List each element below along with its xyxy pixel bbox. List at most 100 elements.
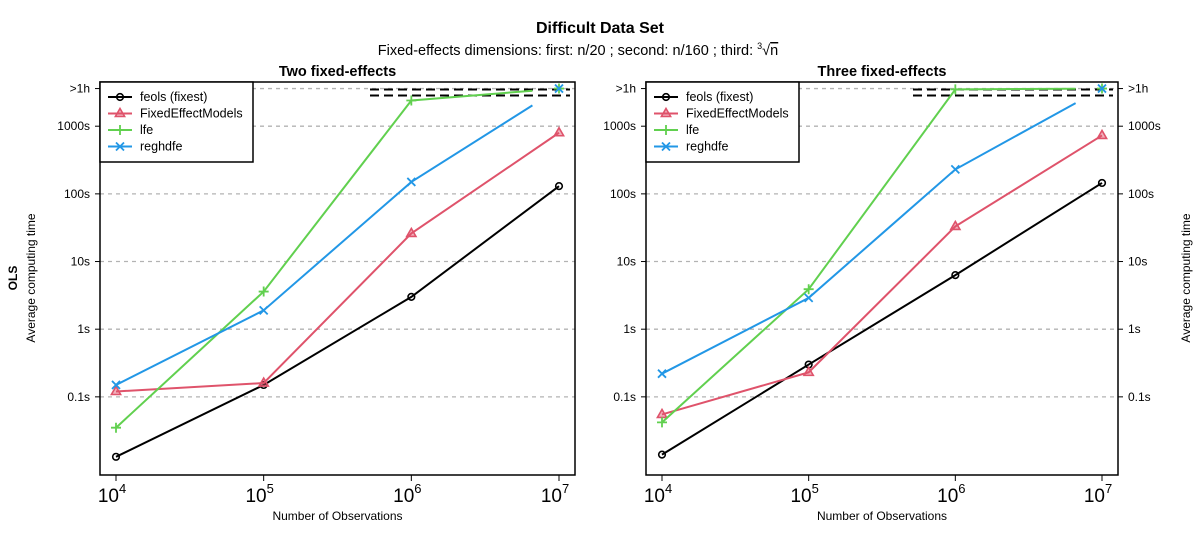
subtitle-slash-1: /: [585, 43, 590, 59]
legend-marker-x: [115, 141, 125, 152]
x-tick-label: 104: [644, 481, 672, 507]
x-axis-label: Number of Observations: [817, 509, 947, 523]
x-tick-exponent: 7: [1105, 481, 1112, 496]
data-point-x: [657, 369, 667, 379]
x-tick-label: 107: [1084, 481, 1112, 507]
x-tick-exponent: 5: [267, 481, 274, 496]
data-point-plus: [258, 286, 269, 297]
data-point-plus: [950, 84, 961, 95]
y-tick-label: 1s: [77, 322, 90, 336]
x-tick-label: 107: [541, 481, 569, 507]
legend-label: FixedEffectModels: [140, 107, 243, 121]
x-tick-exponent: 4: [119, 481, 126, 496]
x-tick-label: 105: [790, 481, 818, 507]
panel-three-fixed-effects: Three fixed-effects 0.1s 0.1s 1s 1s 10s 10s 100…: [603, 64, 1160, 523]
data-point-triangle: [405, 226, 418, 238]
subtitle-root-index: 3: [757, 41, 762, 51]
x-axis-label: Number of Observations: [272, 509, 402, 523]
data-point-plus: [657, 417, 667, 428]
subtitle-part-1: ; second: n: [606, 43, 681, 59]
subtitle-root-var: n: [770, 43, 778, 59]
figure-title: Difficult Data Set: [536, 20, 665, 37]
y-tick-label-right: 10s: [1128, 255, 1147, 269]
data-point-plus: [406, 95, 417, 106]
x-tick-exponent: 6: [414, 481, 421, 496]
subtitle-part-2: 160: [685, 43, 709, 59]
legend-marker-plus: [115, 125, 125, 135]
data-point-x: [804, 293, 814, 303]
x-tick-exponent: 5: [812, 481, 819, 496]
legend-marker-plus: [661, 125, 671, 135]
data-point-triangle: [949, 219, 962, 231]
subtitle-root-sign: √: [762, 43, 770, 59]
figure-subtitle: Fixed-effects dimensions: first: n/20 ; …: [378, 41, 778, 59]
y-tick-label-right: 1s: [1128, 322, 1141, 336]
data-point-triangle: [553, 126, 565, 137]
y-tick-label: 100s: [64, 187, 90, 201]
legend-label: lfe: [686, 123, 699, 137]
data-point-x: [1097, 83, 1107, 94]
data-point-circle: [951, 271, 960, 280]
x-tick-label: 104: [98, 481, 126, 507]
data-point-circle: [554, 182, 564, 191]
x-tick-base: 10: [98, 486, 119, 507]
x-tick-base: 10: [644, 486, 665, 507]
data-point-triangle: [656, 407, 668, 419]
data-point-circle: [1097, 178, 1107, 188]
series-line-plus: [661, 87, 1076, 424]
legend: feols (fixest) FixedEffectModels lfe reghdf…: [99, 81, 254, 163]
series-line-circle: [115, 185, 560, 458]
series-line-circle: [661, 182, 1103, 456]
data-point-x: [406, 177, 416, 187]
data-point-x: [259, 305, 269, 315]
x-tick-base: 10: [245, 486, 266, 507]
legend: feols (fixest) FixedEffectModels lfe reghdf…: [645, 81, 800, 163]
legend-marker-circle: [115, 92, 125, 102]
y-tick-label: 1000s: [603, 119, 636, 133]
data-point-x: [111, 380, 121, 390]
legend-marker-triangle: [660, 106, 672, 118]
x-tick-base: 10: [790, 486, 811, 507]
legend-marker-triangle: [114, 106, 126, 118]
x-tick-exponent: 7: [562, 481, 569, 496]
legend-box: [645, 81, 800, 163]
y-tick-label: 0.1s: [67, 390, 90, 404]
y-axis-label-left: Average computing time: [24, 213, 38, 343]
subtitle-part-0: 20: [589, 43, 605, 59]
y-tick-label: 1000s: [57, 119, 90, 133]
data-point-plus: [803, 284, 814, 295]
legend-marker-circle: [661, 92, 671, 102]
data-point-triangle: [1096, 128, 1108, 140]
y-tick-label: 10s: [71, 255, 90, 269]
data-point-triangle: [110, 384, 122, 396]
legend-label: reghdfe: [686, 140, 728, 154]
x-tick-exponent: 4: [665, 481, 672, 496]
y-tick-label: 10s: [617, 255, 636, 269]
legend-marker-x: [661, 141, 671, 152]
plot-frame: [645, 81, 1119, 476]
x-tick-label: 106: [393, 481, 421, 507]
x-tick-base: 10: [541, 486, 562, 507]
x-tick-base: 10: [393, 486, 414, 507]
series-line-triangle: [661, 134, 1103, 416]
x-tick-base: 10: [1084, 486, 1105, 507]
data-point-circle: [657, 450, 667, 459]
row-label: OLS: [6, 266, 20, 291]
data-point-x: [554, 83, 564, 94]
y-tick-label-right: 1000s: [1128, 119, 1161, 133]
legend-label: feols (fixest): [140, 90, 207, 104]
series-line-x: [661, 102, 1077, 375]
subtitle-prefix: Fixed-effects dimensions: first: n: [378, 43, 586, 59]
series-line-x: [115, 104, 533, 386]
data-point-plus: [111, 422, 121, 433]
y-tick-label: >1h: [616, 82, 636, 96]
series-line-plus: [115, 89, 533, 429]
subtitle-slash-2: /: [681, 43, 686, 59]
y-tick-label: 100s: [610, 187, 636, 201]
series-line-triangle: [115, 131, 560, 393]
panel-title: Three fixed-effects: [818, 64, 947, 80]
data-point-circle: [407, 292, 416, 302]
x-tick-exponent: 6: [958, 481, 965, 496]
y-tick-label: >1h: [70, 82, 90, 96]
